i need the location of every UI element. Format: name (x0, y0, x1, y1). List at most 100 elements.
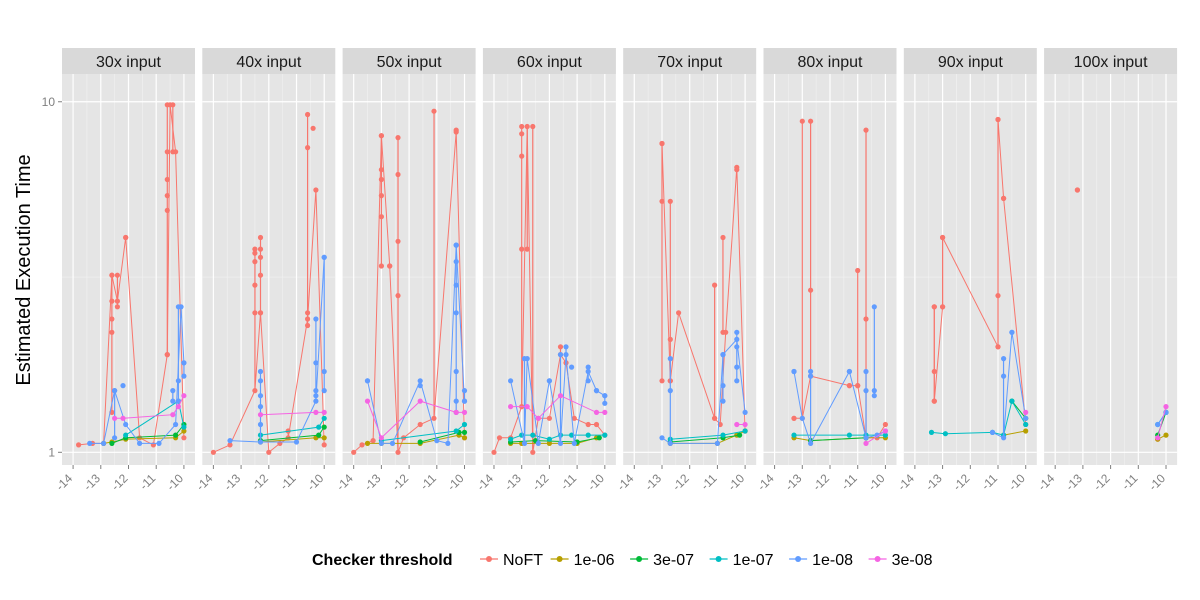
x-tick-label: -14 (895, 471, 917, 493)
data-point (417, 383, 423, 389)
data-point (720, 234, 726, 241)
data-point (293, 439, 300, 445)
data-point (1001, 195, 1007, 201)
data-point (173, 432, 179, 438)
data-point (109, 440, 115, 446)
data-point (417, 398, 423, 404)
data-point (1001, 373, 1007, 379)
data-point (313, 360, 319, 366)
x-tick-label: -10 (585, 471, 607, 493)
data-point (863, 388, 869, 394)
data-point (734, 364, 740, 370)
data-point (569, 364, 575, 370)
data-point (123, 421, 129, 428)
data-point (791, 415, 797, 421)
data-point (181, 428, 187, 434)
data-point (378, 214, 384, 220)
x-tick-label: -11 (277, 471, 299, 493)
data-point (659, 140, 665, 147)
data-point (164, 207, 170, 213)
x-tick-label: -12 (389, 471, 411, 493)
facet-panel: 90x input -14 -13 -12 -11 -10 (895, 48, 1037, 493)
data-point (175, 378, 181, 384)
legend-label: 3e-07 (653, 552, 694, 569)
data-point (720, 398, 726, 404)
data-point (378, 176, 384, 183)
y-tick-label: 10 (42, 95, 56, 109)
data-point (931, 368, 937, 375)
data-point (257, 412, 264, 418)
data-point (120, 415, 126, 421)
x-tick-label: -14 (1035, 471, 1057, 493)
data-point (305, 111, 311, 118)
data-point (257, 254, 264, 260)
data-point (855, 383, 861, 389)
legend-swatch-point (715, 556, 722, 562)
facet-strip (342, 48, 476, 74)
data-point (364, 378, 371, 384)
data-point (593, 409, 600, 415)
x-tick-label: -13 (923, 471, 945, 493)
series-line (865, 430, 886, 444)
series-line (992, 332, 1027, 439)
data-point (316, 432, 322, 438)
data-point (431, 415, 437, 421)
data-point (667, 440, 673, 446)
y-tick-label: 1 (48, 445, 55, 459)
data-point (521, 356, 528, 362)
data-point (1163, 432, 1169, 438)
x-tick-label: -10 (865, 471, 887, 493)
data-point (557, 440, 564, 446)
data-point (530, 432, 536, 438)
data-point (942, 431, 949, 437)
data-point (378, 167, 384, 173)
data-point (109, 316, 115, 322)
data-point (496, 435, 503, 441)
data-point (257, 272, 264, 278)
data-point (257, 368, 264, 375)
facet-strip-label: 50x input (377, 54, 442, 71)
data-point (112, 435, 118, 441)
data-point (389, 440, 396, 446)
x-tick-label: -10 (1146, 471, 1168, 493)
data-point (252, 246, 258, 252)
data-point (557, 352, 564, 358)
data-point (76, 442, 82, 448)
x-tick-label: -12 (1091, 471, 1113, 493)
data-point (310, 125, 316, 131)
data-point (431, 108, 437, 114)
data-point (808, 440, 814, 446)
data-point (417, 421, 423, 428)
data-point (1023, 428, 1029, 434)
x-tick-label: -13 (221, 471, 243, 493)
data-point (210, 449, 216, 455)
data-point (175, 304, 181, 310)
data-point (563, 344, 569, 350)
data-point (137, 440, 143, 446)
data-point (164, 149, 170, 155)
data-point (1074, 187, 1080, 193)
data-point (563, 352, 569, 358)
data-point (667, 336, 673, 342)
x-tick-label: -13 (1063, 471, 1085, 493)
data-point (395, 135, 401, 141)
data-point (257, 234, 264, 241)
facet-strip (62, 48, 195, 74)
data-point (321, 415, 327, 421)
series-line (1003, 430, 1026, 436)
data-point (659, 378, 665, 384)
data-point (569, 432, 575, 438)
data-point (114, 272, 120, 278)
x-tick-label: -11 (558, 471, 580, 493)
data-point (535, 415, 541, 421)
series-line (111, 424, 185, 444)
data-point (252, 388, 258, 394)
facet-panel: 30x input -14 -13 -12 -11 -10 (53, 48, 195, 493)
data-point (659, 198, 665, 204)
data-point (995, 344, 1001, 350)
data-point (535, 440, 541, 446)
data-point (227, 438, 233, 444)
data-point (882, 428, 889, 434)
data-point (1023, 421, 1029, 428)
data-point (164, 176, 170, 183)
